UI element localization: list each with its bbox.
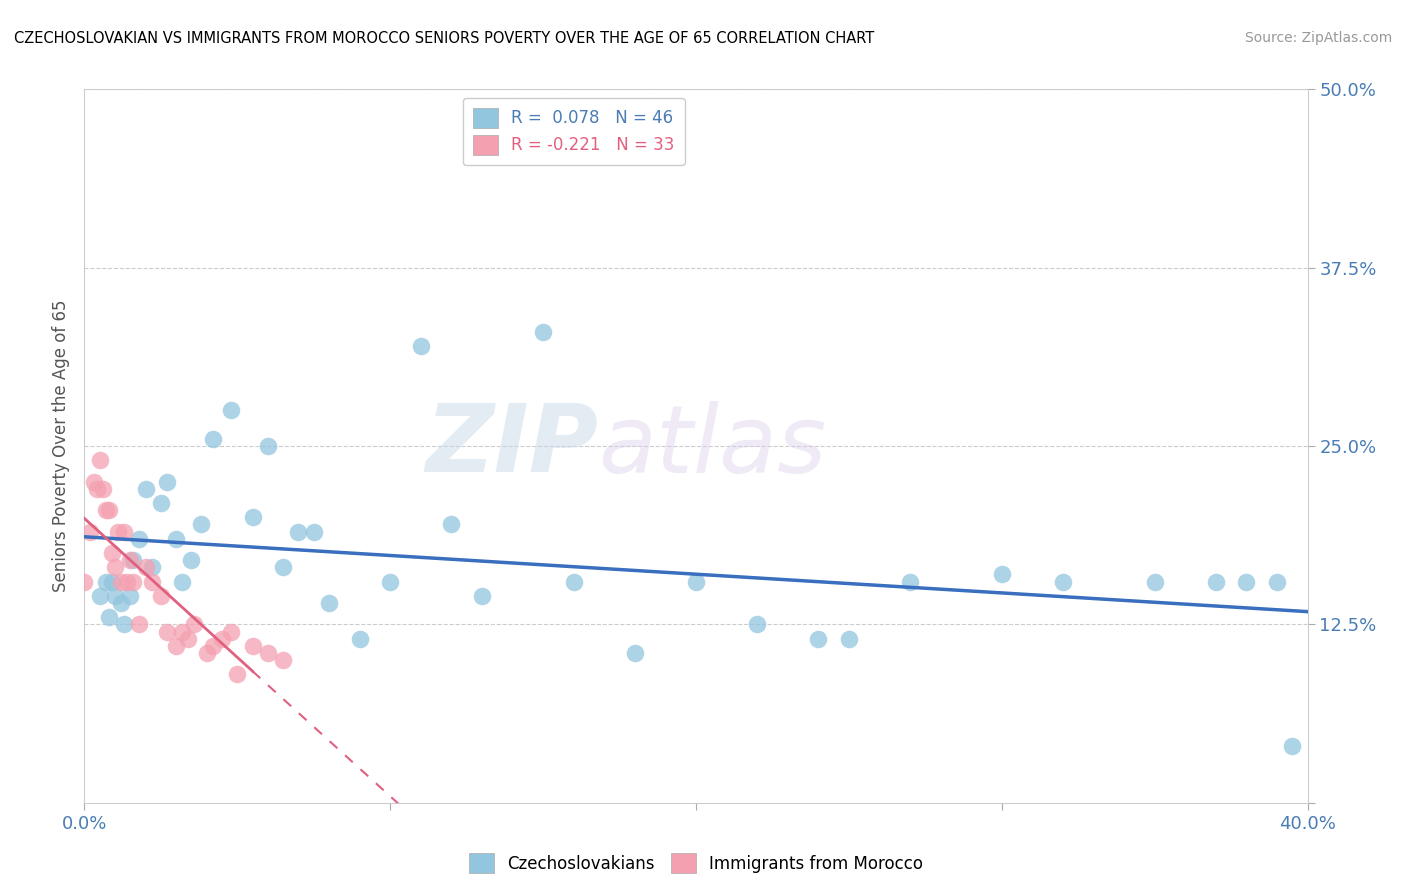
Point <box>624 646 647 660</box>
Point <box>115 574 138 589</box>
Point <box>128 617 150 632</box>
Point <box>135 560 157 574</box>
Point <box>287 524 309 539</box>
Point <box>89 589 111 603</box>
Point <box>122 574 145 589</box>
Y-axis label: Seniors Poverty Over the Age of 65: Seniors Poverty Over the Age of 65 <box>52 300 70 592</box>
Point <box>120 589 142 603</box>
Point <box>104 560 127 574</box>
Point <box>156 624 179 639</box>
Point <box>94 503 117 517</box>
Point <box>91 482 114 496</box>
Point <box>141 560 163 574</box>
Legend: Czechoslovakians, Immigrants from Morocco: Czechoslovakians, Immigrants from Morocc… <box>463 847 929 880</box>
Point <box>201 432 224 446</box>
Text: ZIP: ZIP <box>425 400 598 492</box>
Point <box>97 503 120 517</box>
Point <box>991 567 1014 582</box>
Point <box>226 667 249 681</box>
Point <box>471 589 494 603</box>
Point <box>380 574 402 589</box>
Point <box>271 560 294 574</box>
Point <box>94 574 117 589</box>
Point <box>1052 574 1074 589</box>
Point <box>104 589 127 603</box>
Point <box>120 553 142 567</box>
Text: Source: ZipAtlas.com: Source: ZipAtlas.com <box>1244 31 1392 45</box>
Point <box>112 617 135 632</box>
Point <box>685 574 707 589</box>
Point <box>257 646 280 660</box>
Point <box>149 496 172 510</box>
Point <box>1205 574 1227 589</box>
Point <box>112 524 135 539</box>
Point <box>122 553 145 567</box>
Point <box>101 546 124 560</box>
Point <box>149 589 172 603</box>
Point <box>165 639 187 653</box>
Text: atlas: atlas <box>598 401 827 491</box>
Point <box>177 632 200 646</box>
Point <box>135 482 157 496</box>
Point <box>110 596 132 610</box>
Point <box>807 632 830 646</box>
Point <box>172 574 194 589</box>
Point <box>242 510 264 524</box>
Point <box>172 624 194 639</box>
Point <box>110 574 132 589</box>
Point <box>165 532 187 546</box>
Point <box>101 574 124 589</box>
Point <box>747 617 769 632</box>
Point <box>141 574 163 589</box>
Point <box>257 439 280 453</box>
Point <box>1281 739 1303 753</box>
Point <box>242 639 264 653</box>
Point <box>89 453 111 467</box>
Point <box>271 653 294 667</box>
Point <box>180 553 202 567</box>
Point <box>219 624 242 639</box>
Point <box>195 646 218 660</box>
Point <box>838 632 860 646</box>
Point <box>128 532 150 546</box>
Point <box>349 632 371 646</box>
Point <box>73 574 96 589</box>
Point <box>183 617 205 632</box>
Point <box>440 517 463 532</box>
Point <box>156 475 179 489</box>
Point <box>898 574 921 589</box>
Point <box>1265 574 1288 589</box>
Point <box>79 524 101 539</box>
Point <box>201 639 224 653</box>
Point <box>318 596 340 610</box>
Point <box>531 325 554 339</box>
Point <box>562 574 585 589</box>
Point <box>409 339 432 353</box>
Point <box>211 632 233 646</box>
Point <box>219 403 242 417</box>
Point <box>190 517 212 532</box>
Point <box>1143 574 1166 589</box>
Point <box>83 475 105 489</box>
Point <box>97 610 120 624</box>
Point <box>302 524 325 539</box>
Text: CZECHOSLOVAKIAN VS IMMIGRANTS FROM MOROCCO SENIORS POVERTY OVER THE AGE OF 65 CO: CZECHOSLOVAKIAN VS IMMIGRANTS FROM MOROC… <box>14 31 875 46</box>
Point <box>86 482 108 496</box>
Point <box>107 524 129 539</box>
Point <box>1234 574 1257 589</box>
